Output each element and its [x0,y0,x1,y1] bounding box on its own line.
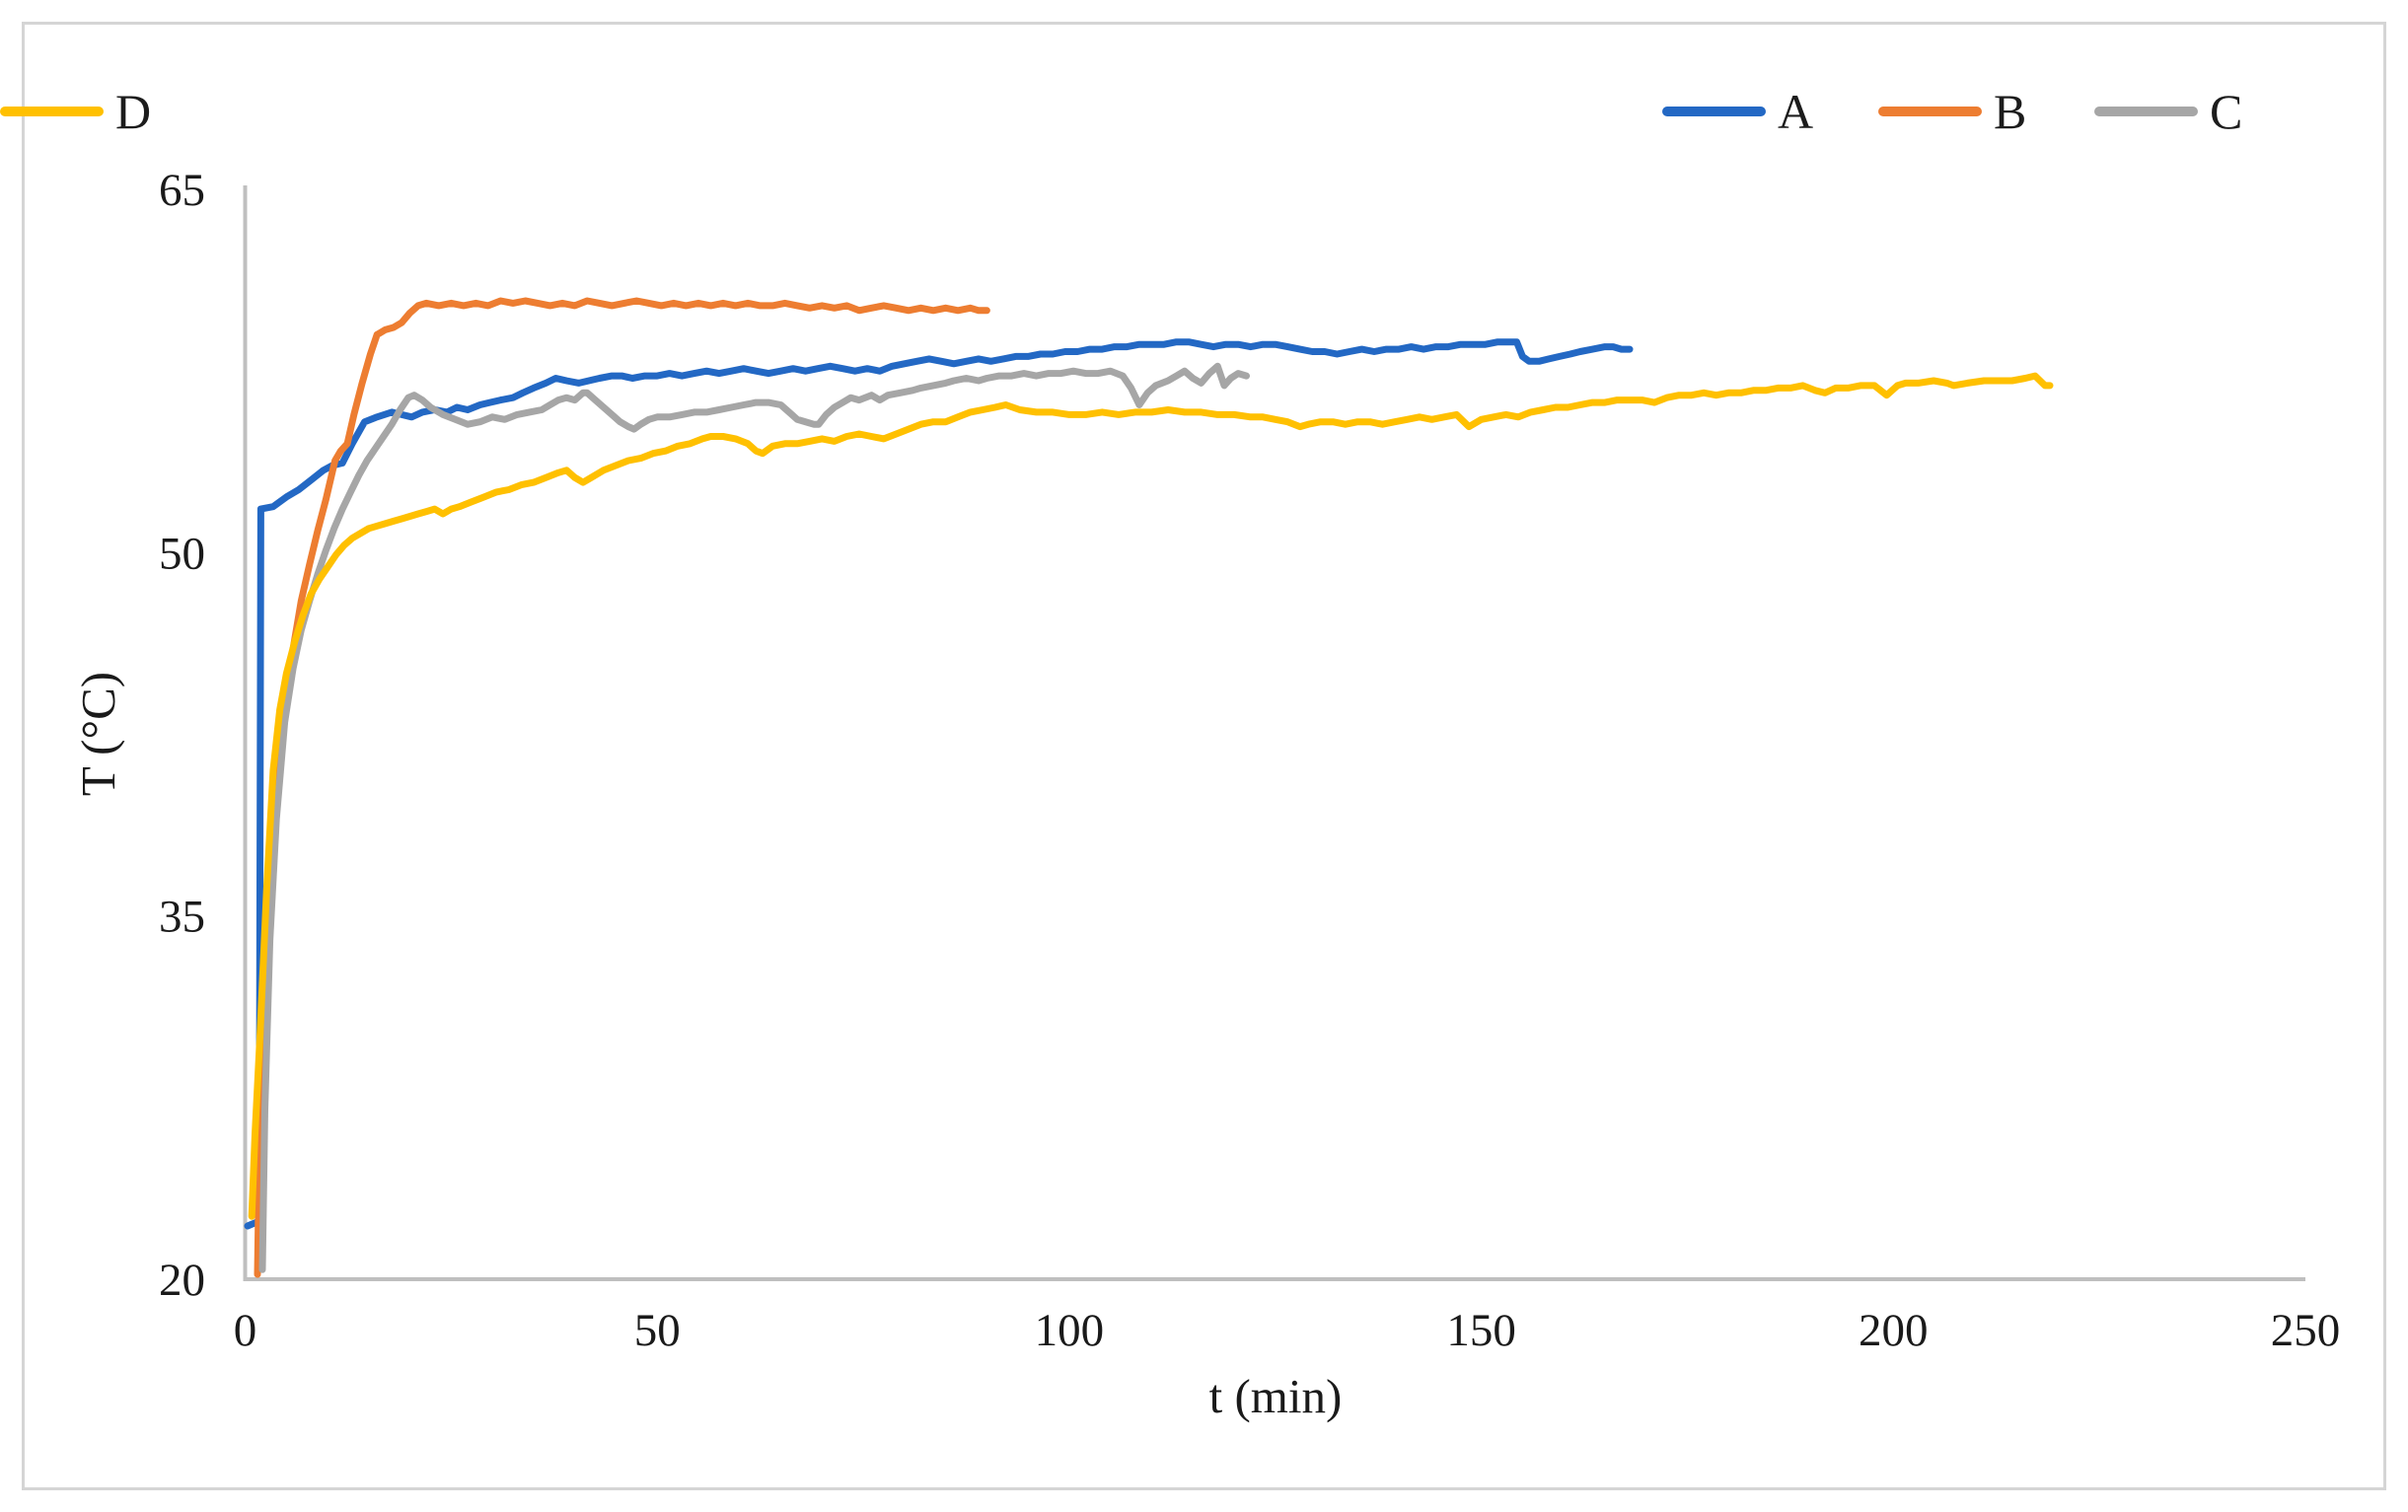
y-tick-label-35: 35 [159,892,205,943]
y-tick-label-65: 65 [159,165,205,216]
x-tick-label-0: 0 [234,1305,257,1356]
legend-swatch-b-line-icon [1878,107,1982,116]
legend-swatch-d-line-icon [0,107,104,116]
series-line-C [258,362,1250,1273]
x-tick-label-150: 150 [1446,1305,1516,1356]
legend-label-a: A [1778,84,1814,139]
legend-item-d[interactable]: D [0,87,151,136]
legend-swatch-c-line-icon [2094,107,2198,116]
y-tick-label-50: 50 [159,528,205,579]
legend-item-b[interactable]: B [1878,87,2026,136]
x-tick-label-200: 200 [1859,1305,1929,1356]
series-layer [244,297,2054,1278]
series-line-A [244,338,1634,1230]
series-line-B [254,297,990,1278]
legend-item-c[interactable]: C [2094,87,2242,136]
legend-item-a[interactable]: A [1662,87,1813,136]
series-line-D [248,372,2054,1220]
legend-label-b: B [1994,84,2027,139]
x-axis-title: t (min) [1209,1369,1343,1423]
y-tick-label-20: 20 [159,1255,205,1306]
figure-border [22,22,2386,1490]
y-axis-title: T (°C) [71,672,125,796]
legend-label-d: D [115,84,152,139]
tick-labels-layer: 20 35 50 65 0 50 100 150 200 250 [159,165,2340,1356]
x-tick-label-50: 50 [634,1305,681,1356]
axes-layer [243,185,2305,1281]
legend-swatch-a-line-icon [1662,107,1766,116]
x-tick-label-100: 100 [1035,1305,1105,1356]
legend-label-c: C [2210,84,2243,139]
x-tick-label-250: 250 [2271,1305,2341,1356]
